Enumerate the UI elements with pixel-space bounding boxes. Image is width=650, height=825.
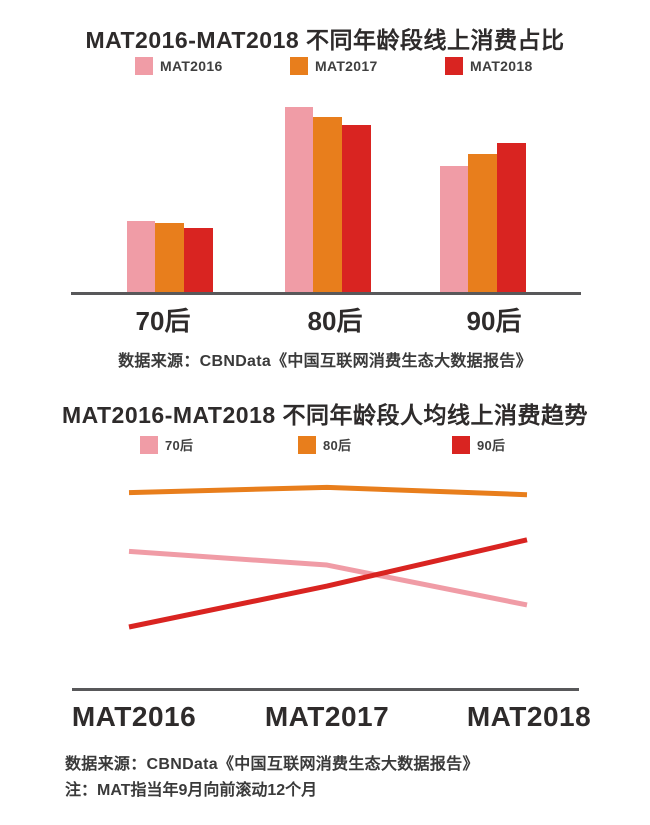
legend-swatch-mat2018	[445, 57, 463, 75]
category-label-90s: 90后	[466, 306, 522, 336]
bar-90后-MAT2017	[468, 154, 498, 293]
legend-item-mat2017: MAT2017	[290, 57, 378, 75]
bar-chart-x-axis	[71, 292, 581, 295]
bar-90后-MAT2016	[439, 165, 469, 293]
legend-swatch-80s	[298, 435, 316, 454]
bar-plot-area	[0, 0, 650, 293]
bar-90后-MAT2018	[497, 143, 526, 293]
legend-label-80s: 80后	[323, 438, 352, 453]
category-label-80s: 80后	[307, 306, 363, 336]
legend-label-mat2017: MAT2017	[315, 58, 378, 74]
legend-item-80s: 80后	[298, 435, 351, 454]
x-label-mat2017: MAT2017	[264, 701, 390, 732]
trend-line-70后	[128, 548, 528, 608]
legend-label-mat2018: MAT2018	[470, 58, 533, 74]
legend-item-90s: 90后	[452, 435, 505, 454]
bar-80后-MAT2017	[313, 117, 343, 293]
bar-70后-MAT2016	[126, 221, 156, 293]
line-chart-source-note: 数据来源：CBNData《中国互联网消费生态大数据报告》	[65, 756, 479, 773]
legend-swatch-mat2017	[290, 57, 308, 75]
bar-80后-MAT2018	[342, 124, 371, 293]
x-label-mat2018: MAT2018	[466, 701, 592, 732]
bar-70后-MAT2018	[184, 228, 213, 293]
x-label-mat2016: MAT2016	[71, 701, 197, 732]
category-label-70s: 70后	[135, 306, 191, 336]
legend-label-90s: 90后	[477, 438, 506, 453]
legend-swatch-90s	[452, 435, 470, 454]
mat-definition-note: 注：MAT指当年9月向前滚动12个月	[65, 782, 318, 799]
legend-item-mat2016: MAT2016	[135, 57, 223, 75]
bar-chart-source-note: 数据来源：CBNData《中国互联网消费生态大数据报告》	[118, 353, 532, 370]
trend-line-80后	[128, 484, 528, 498]
legend-item-mat2018: MAT2018	[445, 57, 533, 75]
line-chart-x-axis	[72, 688, 579, 691]
line-chart-title: MAT2016-MAT2018 不同年龄段人均线上消费趋势	[61, 402, 589, 428]
bar-70后-MAT2017	[155, 222, 185, 293]
legend-label-mat2016: MAT2016	[160, 58, 223, 74]
legend-swatch-mat2016	[135, 57, 153, 75]
trend-line-90后	[128, 537, 528, 630]
bar-80后-MAT2016	[284, 107, 314, 293]
legend-label-70s: 70后	[165, 438, 194, 453]
legend-item-70s: 70后	[140, 435, 193, 454]
legend-swatch-70s	[140, 435, 158, 454]
bar-chart-title: MAT2016-MAT2018 不同年龄段线上消费占比	[85, 27, 565, 53]
